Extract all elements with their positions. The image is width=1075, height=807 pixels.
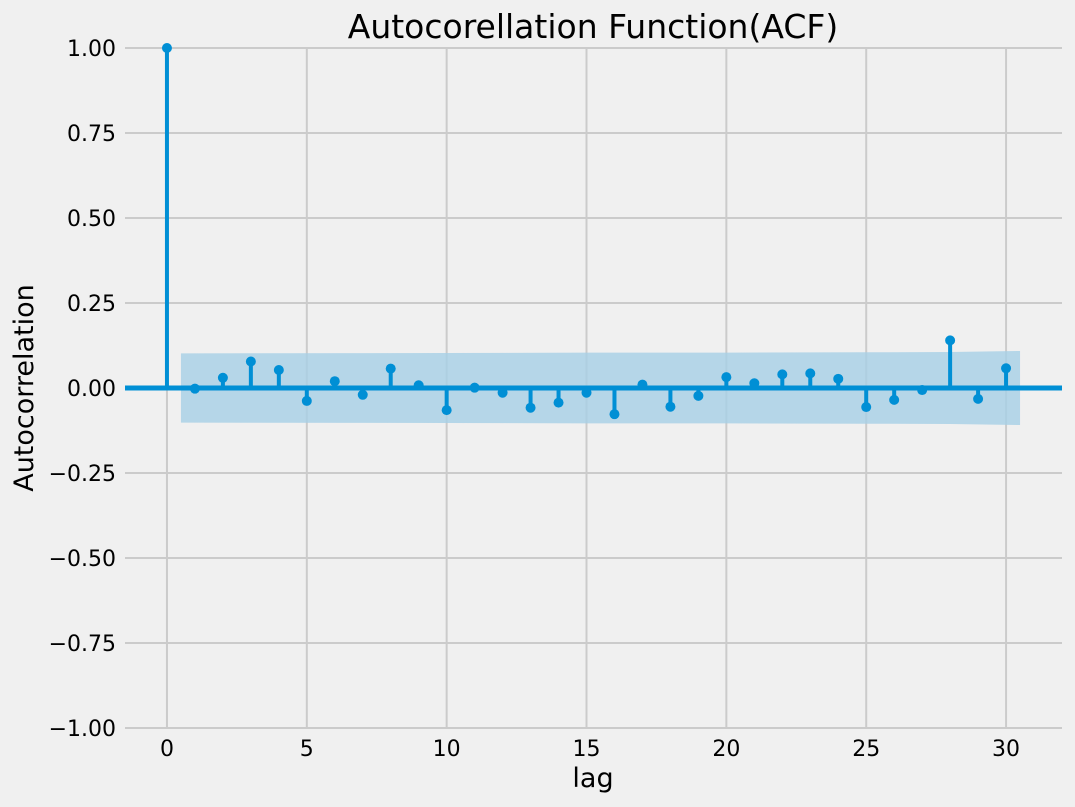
- acf-marker: [189, 383, 200, 394]
- acf-marker: [357, 389, 368, 400]
- acf-marker: [805, 368, 816, 379]
- y-tick-label: −0.25: [49, 462, 116, 487]
- y-tick-label: 0.50: [67, 207, 116, 232]
- y-tick-label: −1.00: [49, 717, 116, 742]
- acf-marker: [161, 43, 172, 53]
- acf-marker: [889, 394, 900, 405]
- acf-marker: [861, 402, 872, 413]
- y-tick-label: 1.00: [67, 37, 116, 62]
- acf-marker: [525, 402, 536, 413]
- y-tick-label: 0.00: [67, 377, 116, 402]
- chart-title: Autocorellation Function(ACF): [348, 7, 839, 46]
- acf-marker: [1001, 363, 1012, 374]
- acf-marker: [385, 363, 396, 374]
- x-axis-label: lag: [572, 763, 613, 794]
- x-tick-label: 0: [160, 737, 174, 762]
- stems-layer: [161, 43, 1012, 420]
- acf-marker: [609, 409, 620, 420]
- x-tick-label: 5: [300, 737, 314, 762]
- acf-marker: [413, 380, 424, 391]
- acf-marker: [301, 395, 312, 406]
- acf-marker: [637, 379, 648, 390]
- acf-marker: [777, 369, 788, 380]
- acf-marker: [749, 378, 760, 389]
- acf-marker: [721, 372, 732, 383]
- acf-marker: [469, 382, 480, 393]
- y-axis-label: Autocorrelation: [9, 284, 40, 492]
- acf-marker: [973, 393, 984, 404]
- acf-marker: [273, 364, 284, 375]
- acf-marker: [217, 372, 228, 383]
- y-tick-label: −0.75: [49, 632, 116, 657]
- acf-marker: [245, 356, 256, 367]
- x-tick-label: 10: [433, 737, 461, 762]
- acf-marker: [665, 401, 676, 412]
- acf-marker: [693, 390, 704, 401]
- acf-marker: [581, 387, 592, 398]
- y-tick-label: 0.25: [67, 292, 116, 317]
- acf-marker: [553, 397, 564, 408]
- acf-marker: [917, 385, 928, 396]
- acf-marker: [441, 405, 452, 416]
- tick-labels-layer: −1.00 −0.75 −0.50 −0.25 0.00 0.25 0.50 0.75 1.00…: [49, 37, 1020, 762]
- x-tick-label: 15: [573, 737, 601, 762]
- acf-marker: [945, 335, 956, 346]
- y-tick-label: −0.50: [49, 547, 116, 572]
- y-tick-label: 0.75: [67, 122, 116, 147]
- acf-marker: [497, 387, 508, 398]
- x-tick-label: 30: [992, 737, 1020, 762]
- acf-marker: [329, 376, 340, 387]
- x-tick-label: 25: [852, 737, 880, 762]
- x-tick-label: 20: [712, 737, 740, 762]
- acf-marker: [833, 373, 844, 384]
